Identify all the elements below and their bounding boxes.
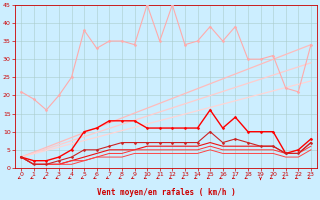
X-axis label: Vent moyen/en rafales ( km/h ): Vent moyen/en rafales ( km/h ) [97, 188, 236, 197]
